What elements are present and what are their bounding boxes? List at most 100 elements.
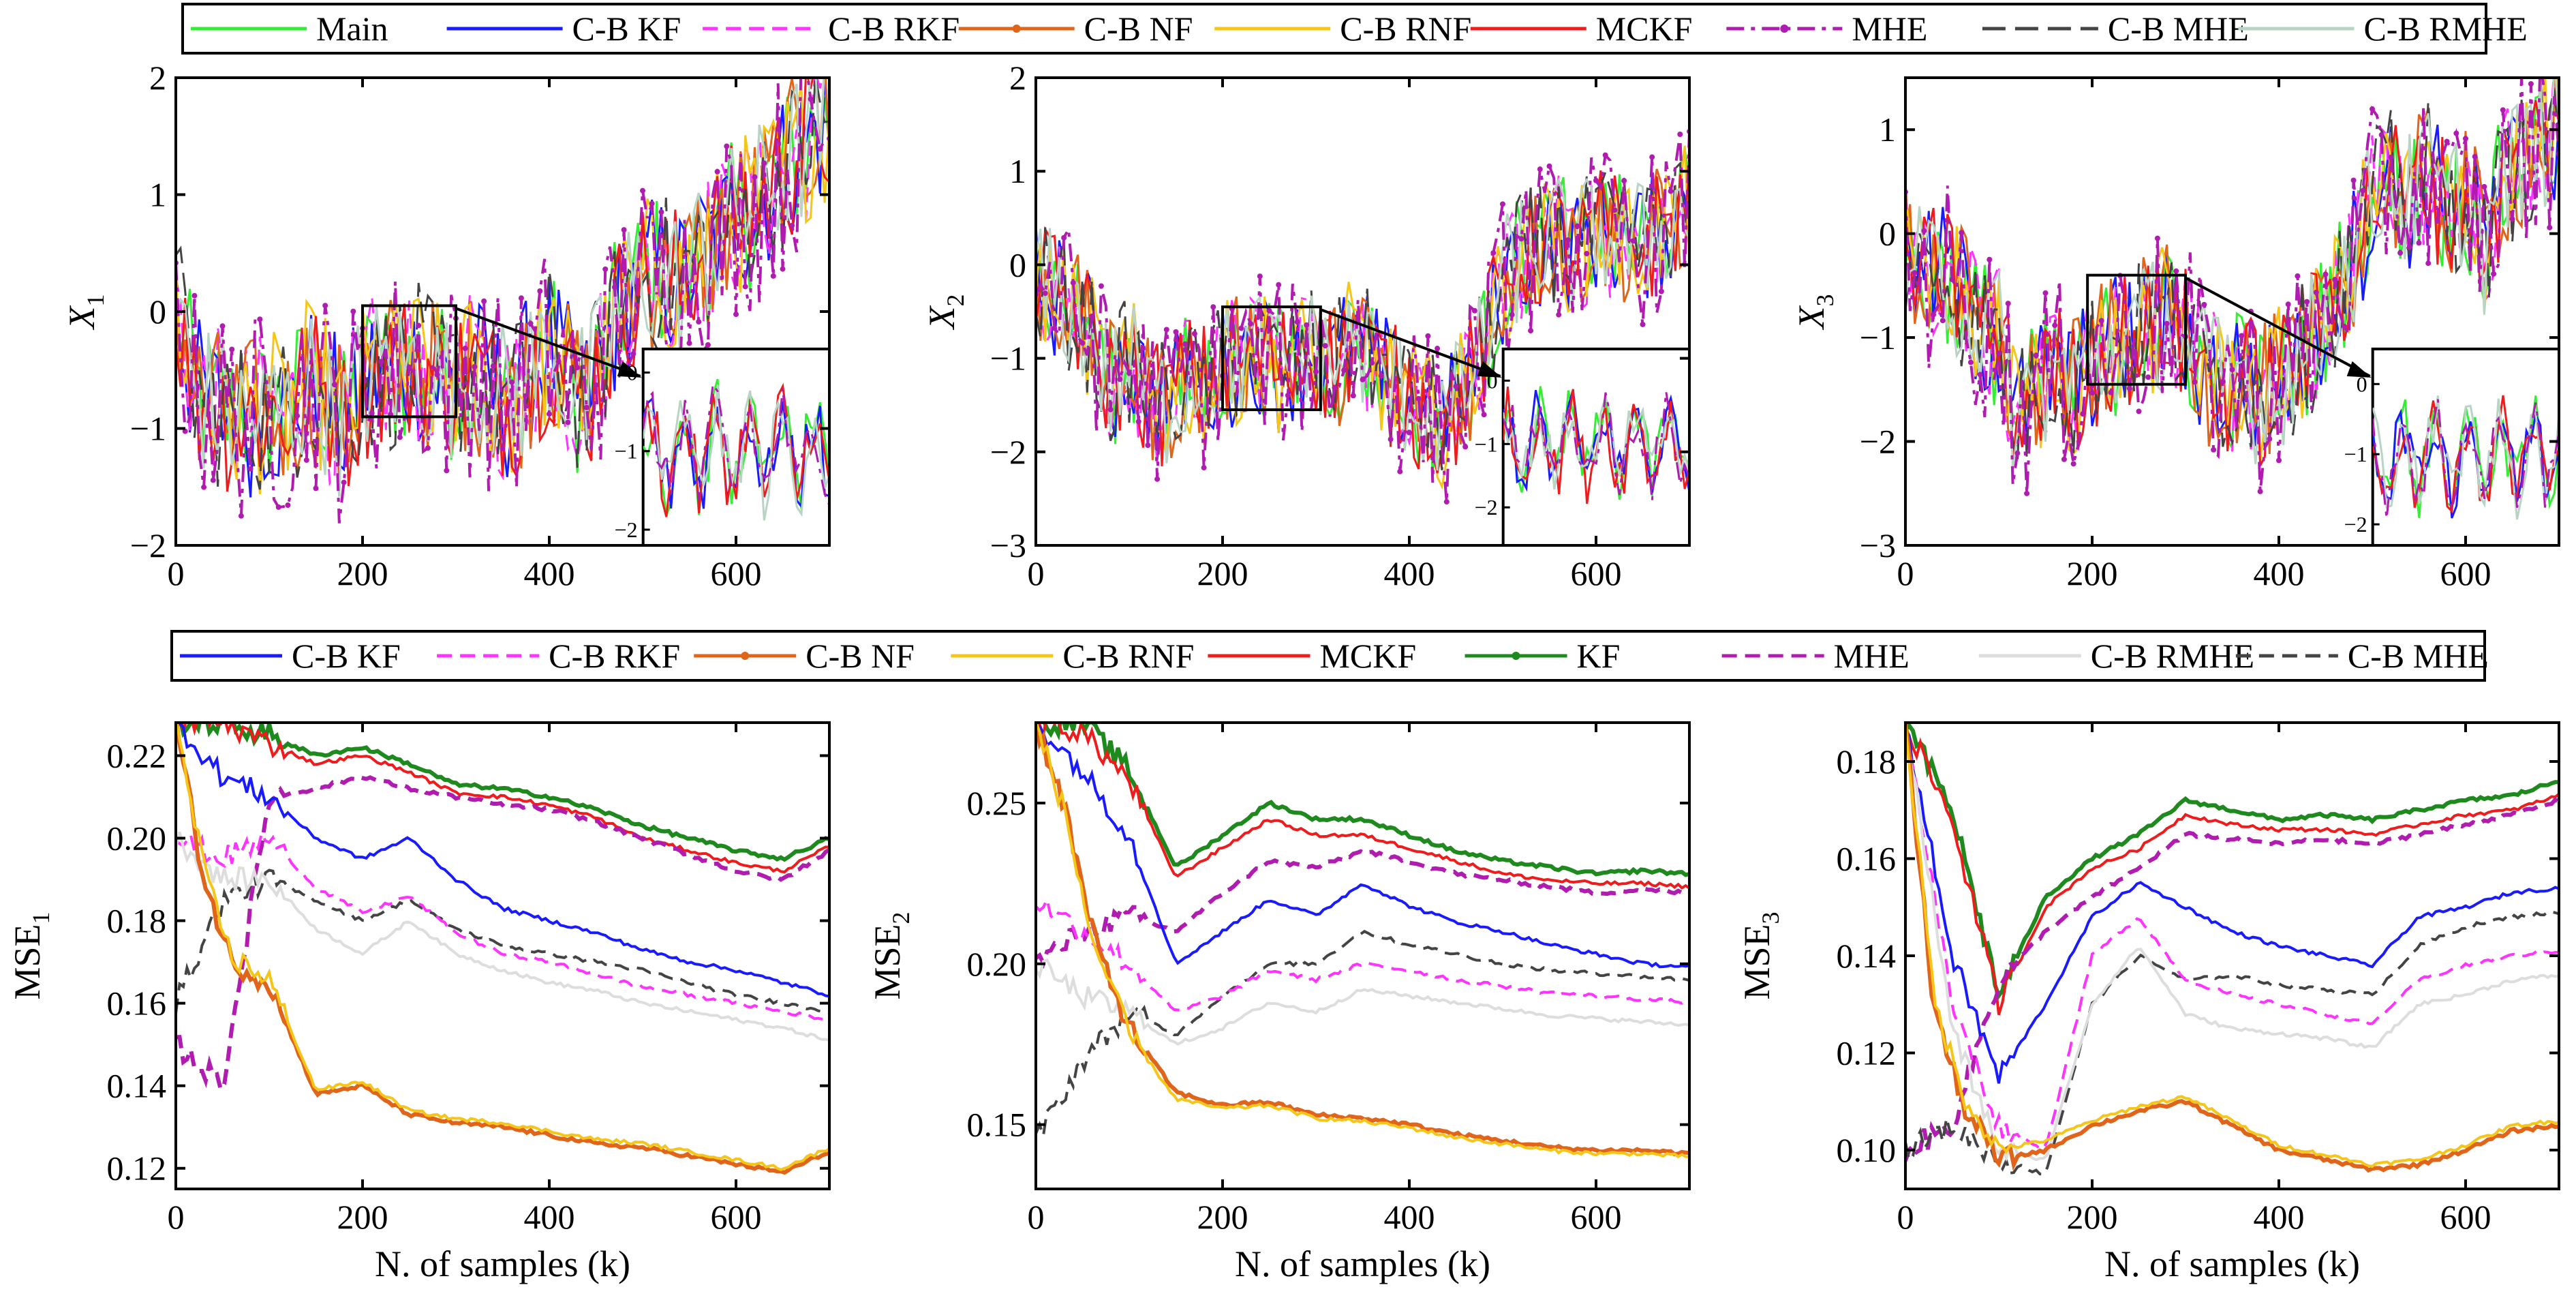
xtick-label-mse1: 400 [524, 1198, 575, 1236]
marker-mhe-x2 [1537, 166, 1543, 172]
marker-mhe-x3 [2528, 80, 2534, 87]
series-c-b-mhe-mse1 [176, 869, 829, 1015]
ylabel-main-x3: X [1791, 305, 1832, 331]
ylabel-main-mse3: MSE [1736, 924, 1777, 999]
inset-ytick-label-x1: −2 [615, 517, 638, 542]
ylabel-x3: X3 [1791, 295, 1839, 331]
marker-mhe-x1 [462, 345, 468, 351]
ytick-label-mse3: 0.16 [1837, 840, 1897, 878]
marker-mhe-x1 [322, 303, 328, 309]
legend-marker-c-b-nf [741, 652, 750, 660]
inset-series-mhe-x1 [643, 382, 829, 506]
ytick-label-x2: −3 [990, 526, 1026, 564]
marker-mhe-x3 [2276, 457, 2282, 464]
marker-mhe-x1 [201, 484, 207, 490]
marker-mhe-x2 [1593, 177, 1599, 183]
marker-mhe-x2 [1117, 376, 1123, 382]
plot-area-mse1 [176, 723, 829, 1175]
marker-mhe-x3 [2024, 490, 2030, 496]
series-c-b-nf-mse3 [1905, 723, 2559, 1173]
marker-mhe-x3 [2360, 187, 2366, 194]
marker-mhe-x3 [2070, 461, 2076, 467]
legend-label-c-b-kf: C-B KF [572, 10, 681, 48]
ylabel-sub-x2: 2 [942, 295, 969, 307]
marker-mhe-x3 [2425, 260, 2432, 267]
marker-mhe-x2 [1369, 360, 1375, 366]
series-c-b-rmhe-mse2 [1036, 958, 1689, 1046]
series-c-b-rnf-mse1 [176, 723, 829, 1171]
plot-area-x3 [1905, 78, 2559, 496]
marker-mhe-x3 [2434, 218, 2440, 224]
legend-label-c-b-rnf: C-B RNF [1340, 10, 1471, 48]
marker-mhe-x2 [1304, 322, 1310, 328]
marker-mhe-x3 [2406, 244, 2412, 250]
inset-series-c-b-rmhe-x1 [643, 384, 829, 521]
ytick-label-x2: 1 [1009, 152, 1026, 190]
marker-mhe-x1 [593, 382, 599, 388]
panel-mse2: 0 200 400 600 0.15 0.20 0.25 MSE2 N. of samples … [867, 721, 1691, 1284]
series-c-b-mhe-x1 [176, 78, 829, 490]
marker-mhe-x1 [303, 457, 309, 463]
marker-mhe-x2 [1378, 373, 1384, 379]
marker-mhe-x1 [350, 308, 356, 314]
marker-mhe-x3 [2322, 271, 2329, 277]
ytick-label-x2: 2 [1009, 59, 1026, 97]
series-c-b-rkf-mse2 [1036, 895, 1689, 1012]
zoom-box-x1 [361, 304, 457, 419]
inset-ytick-label-x1: 0 [627, 360, 638, 384]
marker-mhe-x2 [1350, 393, 1356, 399]
marker-mhe-x2 [1238, 325, 1244, 331]
marker-mhe-x1 [331, 382, 337, 388]
marker-mhe-x3 [2126, 385, 2132, 391]
ylabel-mse3: MSE3 [1736, 911, 1784, 999]
marker-mhe-x1 [658, 209, 664, 215]
marker-mhe-x3 [2005, 301, 2011, 307]
series-c-b-rkf-x3 [1905, 78, 2559, 452]
xtick-label-mse1: 0 [168, 1198, 185, 1236]
ytick-label-x2: −2 [990, 433, 1026, 471]
legend-marker-c-b-nf [1012, 25, 1021, 33]
marker-mhe-x2 [1415, 395, 1422, 402]
marker-mhe-x1 [219, 323, 226, 329]
ytick-label-mse1: 0.14 [107, 1067, 167, 1105]
marker-mhe-x1 [481, 298, 487, 304]
xtick-label-mse3: 600 [2440, 1198, 2491, 1236]
zoom-arrowhead-x2 [1477, 361, 1502, 378]
inset-ytick-label-x2: 0 [1487, 368, 1498, 393]
ytick-label-x3: −1 [1860, 318, 1896, 357]
marker-mhe-x3 [2388, 154, 2394, 160]
axes-frame-mse1 [174, 721, 831, 1190]
legend-label-mckf: MCKF [1319, 637, 1416, 675]
marker-mhe-x1 [611, 284, 617, 290]
series-c-b-nf-mse1 [176, 723, 829, 1175]
marker-mhe-x2 [1154, 476, 1161, 482]
marker-mhe-x2 [1443, 499, 1450, 505]
inset-ytick-label-x1: −1 [615, 439, 638, 464]
ylabel-sub-mse2: 2 [887, 911, 915, 924]
marker-mhe-x3 [1977, 372, 1983, 378]
marker-mhe-x2 [1518, 236, 1524, 242]
marker-mhe-x2 [1481, 412, 1487, 418]
marker-mhe-x2 [1453, 383, 1459, 389]
marker-mhe-x3 [2313, 289, 2319, 295]
series-c-b-rkf-mse1 [176, 829, 829, 1021]
marker-mhe-x3 [2164, 320, 2170, 327]
marker-mhe-x3 [1939, 318, 1946, 324]
ytick-label-mse1: 0.22 [107, 736, 167, 774]
inset-ytick-label-x3: −2 [2344, 512, 2367, 537]
marker-mhe-x3 [2472, 153, 2478, 160]
marker-mhe-x2 [1630, 238, 1636, 244]
series-mckf-mse1 [180, 723, 829, 874]
marker-mhe-x1 [714, 168, 720, 175]
marker-mhe-x2 [1266, 307, 1272, 314]
plot-area-x2 [1036, 128, 1689, 505]
marker-mhe-x1 [490, 363, 496, 369]
marker-mhe-x1 [434, 372, 440, 378]
ytick-label-x1: −1 [130, 410, 166, 448]
marker-mhe-x2 [1500, 201, 1505, 207]
marker-mhe-x2 [1574, 223, 1580, 229]
marker-mhe-x3 [2463, 136, 2468, 142]
marker-mhe-x1 [238, 513, 244, 519]
marker-mhe-x3 [2444, 138, 2450, 145]
